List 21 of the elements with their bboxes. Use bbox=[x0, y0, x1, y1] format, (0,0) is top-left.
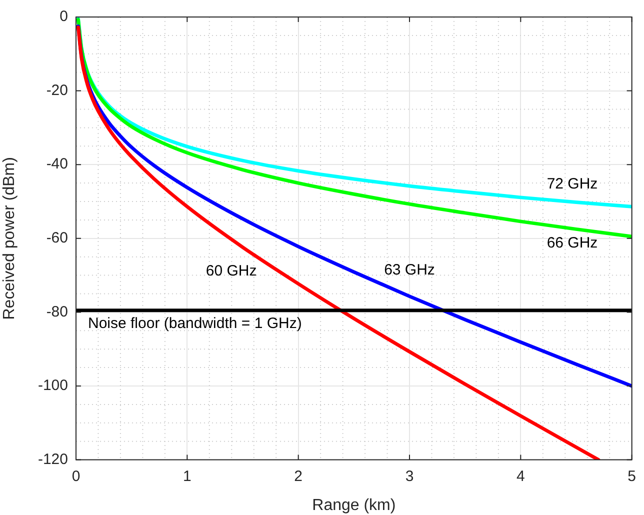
x-axis-title: Range (km) bbox=[312, 496, 396, 514]
y-tick-label: -60 bbox=[46, 230, 68, 247]
y-tick-label: -20 bbox=[46, 82, 68, 99]
x-tick-label: 4 bbox=[516, 468, 525, 485]
y-tick-label: -100 bbox=[38, 377, 68, 394]
x-tick-label: 0 bbox=[72, 468, 80, 485]
y-axis-title: Received power (dBm) bbox=[1, 157, 18, 320]
y-tick-label: -80 bbox=[46, 303, 68, 320]
series-label: 60 GHz bbox=[206, 262, 257, 280]
x-tick-label: 1 bbox=[182, 468, 192, 485]
x-tick-label: 3 bbox=[405, 468, 414, 485]
series-label: 66 GHz bbox=[546, 234, 598, 252]
series-label: 72 GHz bbox=[546, 175, 598, 192]
x-tick-label: 2 bbox=[294, 468, 303, 485]
line-series bbox=[76, 26, 600, 460]
y-tick-label: 0 bbox=[60, 8, 68, 26]
series-label: 63 GHz bbox=[384, 261, 435, 278]
y-tick-label: -120 bbox=[38, 450, 68, 468]
annotation: Noise floor (bandwidth = 1 GHz) bbox=[88, 314, 302, 332]
y-tick-label: -40 bbox=[46, 156, 68, 173]
x-tick-label: 5 bbox=[628, 468, 636, 485]
